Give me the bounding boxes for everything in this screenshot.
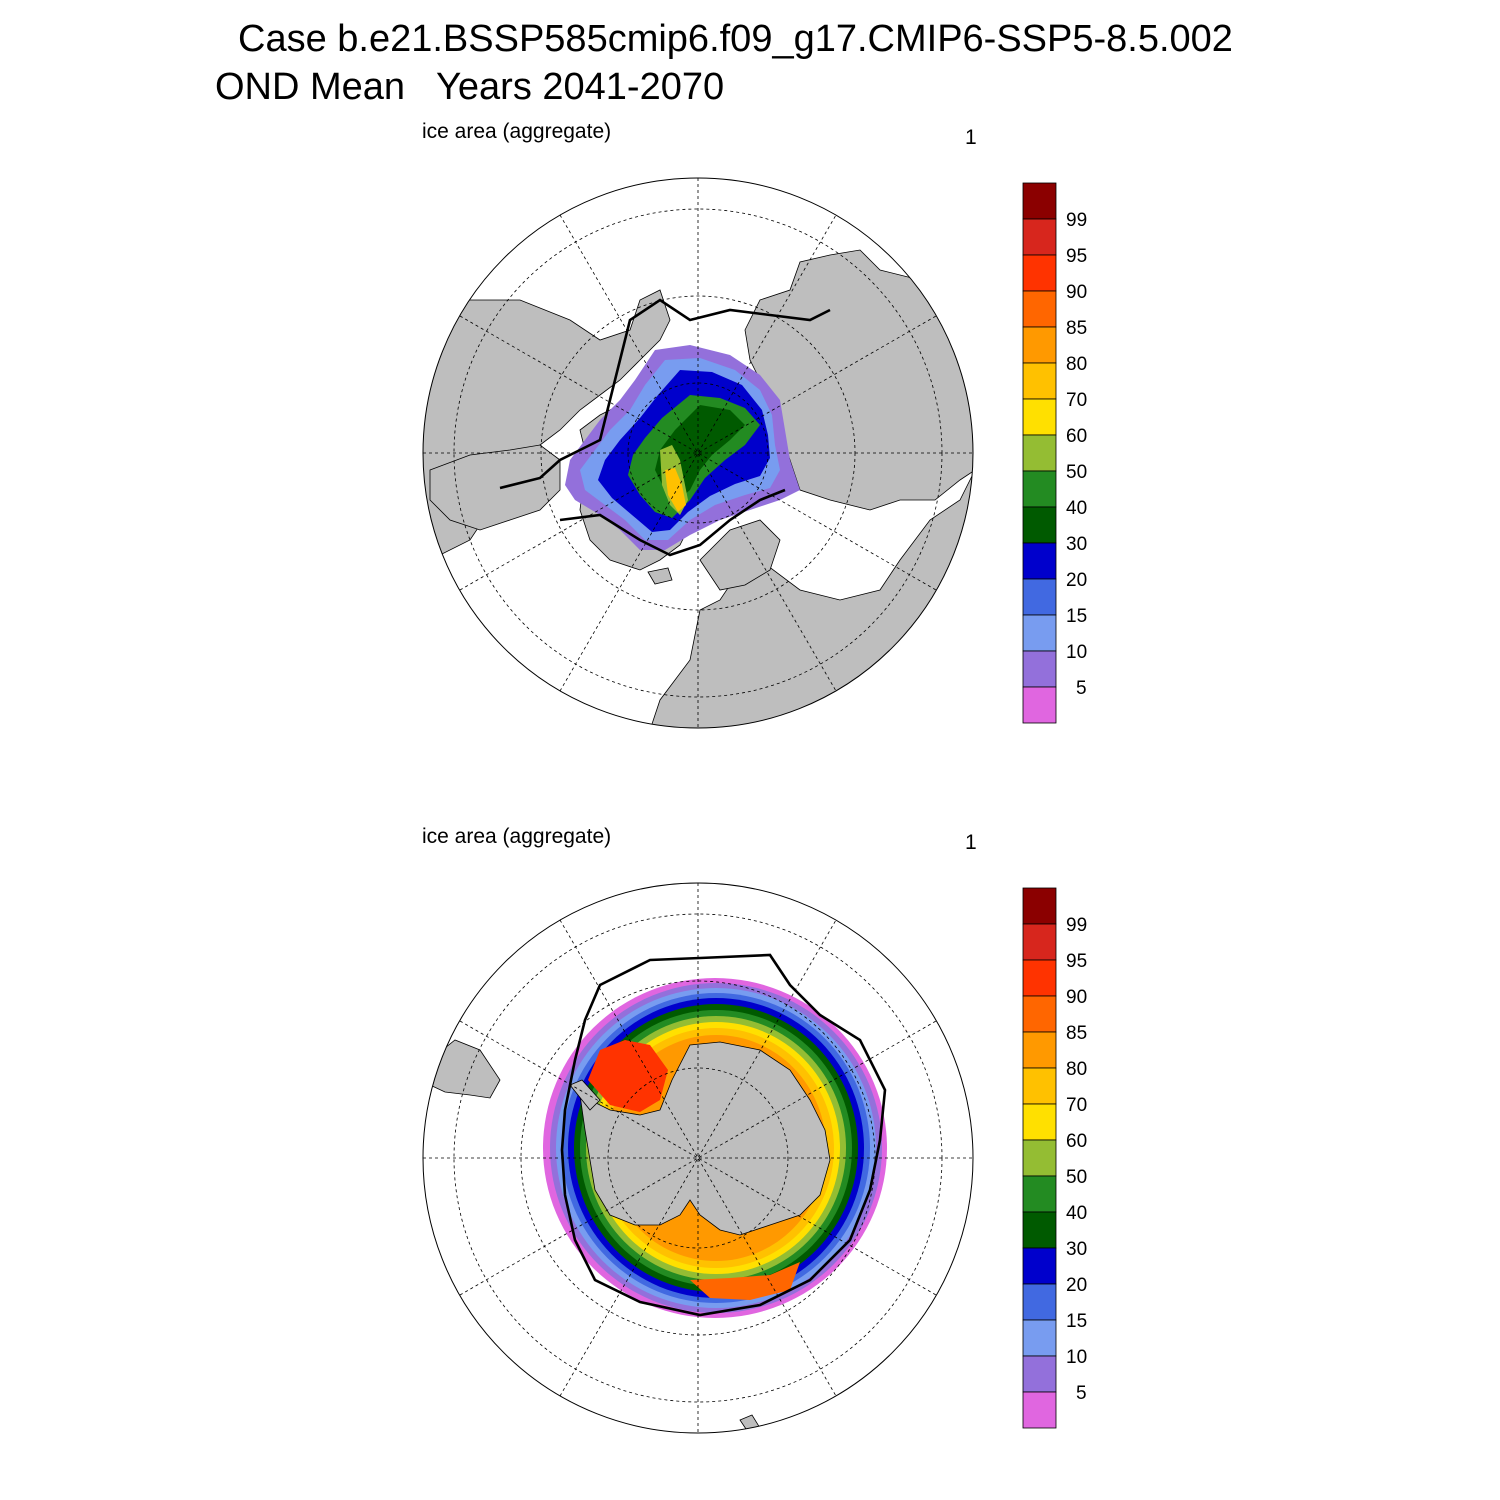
north-graticule [423, 178, 973, 728]
colorbar-south-box-4 [1022, 1031, 1057, 1069]
north-land-scandinavia [699, 519, 781, 591]
colorbar-north-box-8 [1022, 470, 1057, 508]
north-ice-band-70 [665, 468, 686, 512]
colorbar-south-box-3 [1022, 995, 1057, 1033]
north-map-border [422, 177, 974, 729]
colorbar-north-tick-label: 50 [1066, 462, 1087, 483]
colorbar-south-tick-label: 80 [1066, 1059, 1087, 1080]
colorbar-south-box-8 [1022, 1175, 1057, 1213]
colorbar-south-box-2 [1022, 959, 1057, 997]
colorbar-north-tick-label: 99 [1066, 210, 1087, 231]
colorbar-north-tick-label: 90 [1066, 282, 1087, 303]
colorbar-north-tick-label: 15 [1066, 606, 1087, 627]
colorbar-north-box-7 [1022, 434, 1057, 472]
panel-south-left-label: ice area (aggregate) [422, 825, 612, 848]
colorbar-south-tick-label: 30 [1066, 1239, 1087, 1260]
colorbar-north: 99 95 90 85 80 70 60 50 40 30 20 15 10 5 [1022, 182, 1087, 724]
colorbar-south-tick-label: 10 [1066, 1347, 1087, 1368]
colorbar-south-box-7 [1022, 1139, 1057, 1177]
colorbar-north-tick-label: 40 [1066, 498, 1087, 519]
colorbar-north-tick-label: 30 [1066, 534, 1087, 555]
colorbar-north-box-0 [1022, 182, 1057, 220]
colorbar-south-tick-label: 20 [1066, 1275, 1087, 1296]
colorbar-south-box-10 [1022, 1247, 1057, 1285]
colorbar-south-tick-label: 70 [1066, 1095, 1087, 1116]
colorbar-south-tick-label: 15 [1066, 1311, 1087, 1332]
colorbar-north-tick-label: 95 [1066, 246, 1087, 267]
colorbar-south-tick-label: 50 [1066, 1167, 1087, 1188]
north-land-iceland [647, 567, 673, 585]
south-land-south-america [429, 1039, 501, 1099]
colorbar-north-tick-label: 60 [1066, 426, 1087, 447]
colorbar-north-tick-label: 80 [1066, 354, 1087, 375]
colorbar-south-box-9 [1022, 1211, 1057, 1249]
colorbar-north-box-5 [1022, 362, 1057, 400]
colorbar-south-box-6 [1022, 1103, 1057, 1141]
colorbar-north-box-4 [1022, 326, 1057, 364]
plot-title-line1: Case b.e21.BSSP585cmip6.f09_g17.CMIP6-SS… [238, 18, 1233, 60]
colorbar-north-box-1 [1022, 218, 1057, 256]
colorbar-north-tick-label: 10 [1066, 642, 1087, 663]
colorbar-north-tick-label: 20 [1066, 570, 1087, 591]
colorbar-north-box-13 [1022, 650, 1057, 688]
colorbar-south-box-11 [1022, 1283, 1057, 1321]
north-ice-edge-contour [499, 298, 831, 557]
colorbar-north-tick-label: 85 [1066, 318, 1087, 339]
colorbar-south-box-0 [1022, 887, 1057, 925]
north-land-alaska-hudson [429, 444, 561, 531]
colorbar-south-tick-label: 5 [1076, 1383, 1087, 1404]
colorbar-south-box-12 [1022, 1319, 1057, 1357]
panel-north-left-label: ice area (aggregate) [422, 120, 612, 143]
north-polar-map [422, 177, 974, 729]
south-graticule [423, 883, 973, 1433]
south-map-border [422, 882, 974, 1434]
colorbar-north-box-9 [1022, 506, 1057, 544]
colorbar-south: 99 95 90 85 80 70 60 50 40 30 20 15 10 5 [1022, 887, 1087, 1429]
colorbar-south-tick-label: 40 [1066, 1203, 1087, 1224]
south-ice-band-weddell-95 [588, 1040, 668, 1112]
colorbar-north-tick-label: 5 [1076, 678, 1087, 699]
colorbar-south-box-5 [1022, 1067, 1057, 1105]
colorbar-south-box-13 [1022, 1355, 1057, 1393]
south-ice-edge-contour [560, 953, 887, 1317]
colorbar-south-tick-label: 99 [1066, 915, 1087, 936]
south-polar-map [422, 882, 974, 1434]
colorbar-south-tick-label: 90 [1066, 987, 1087, 1008]
south-land-antarctica [579, 1041, 831, 1236]
plot-title-line2: OND Mean Years 2041-2070 [215, 66, 725, 108]
colorbar-north-box-6 [1022, 398, 1057, 436]
colorbar-north-box-3 [1022, 290, 1057, 328]
colorbar-north-box-11 [1022, 578, 1057, 616]
colorbar-south-tick-label: 85 [1066, 1023, 1087, 1044]
south-land-antarctic-peninsula [569, 1079, 601, 1111]
colorbar-south-tick-label: 95 [1066, 951, 1087, 972]
colorbar-south-box-1 [1022, 923, 1057, 961]
south-ice-band-ross-90 [690, 1262, 800, 1300]
colorbar-south-tick-label: 60 [1066, 1131, 1087, 1152]
colorbar-south-box-14 [1022, 1391, 1057, 1429]
north-sea-ice-field [565, 345, 800, 550]
panel-south-right-label: 1 [965, 831, 977, 854]
colorbar-north-box-10 [1022, 542, 1057, 580]
colorbar-north-box-14 [1022, 686, 1057, 724]
panel-north-right-label: 1 [965, 126, 977, 149]
colorbar-north-tick-label: 70 [1066, 390, 1087, 411]
colorbar-north-box-2 [1022, 254, 1057, 292]
colorbar-north-box-12 [1022, 614, 1057, 652]
